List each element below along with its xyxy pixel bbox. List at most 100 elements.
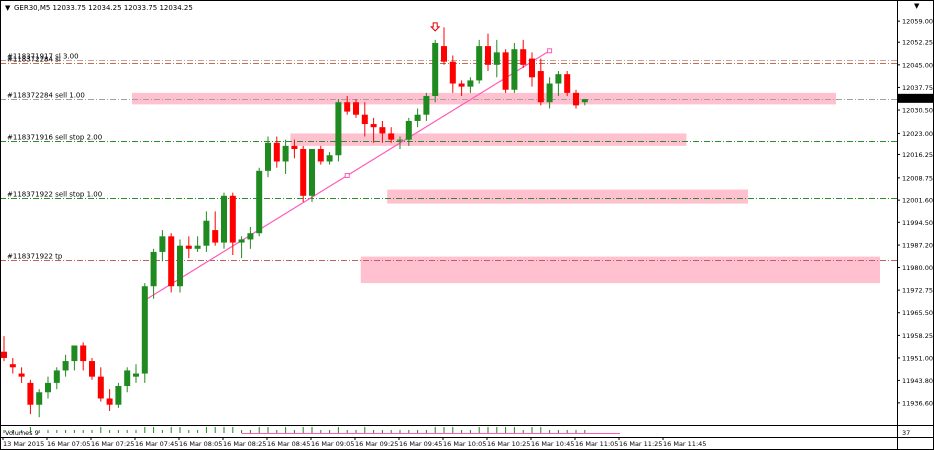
candle-body [27,382,34,405]
price-tick-label: 11965.50 [902,309,933,317]
marks [429,22,441,32]
order-zones [132,92,880,284]
price-tick-label: 12030.50 [902,107,933,115]
time-tick-label: 16 Mar 10:05 [443,440,486,448]
candle-body [71,345,78,362]
candle-body [414,114,421,121]
order-levels: #118371917 sl 3.00#118372284 sl #11837228… [0,53,897,261]
candle-body [221,195,227,243]
candle-body [537,71,544,103]
candle-body [441,46,447,62]
candle-body [326,155,333,162]
candle-body [467,80,474,87]
candle-body [449,61,456,84]
candle-body [291,145,298,150]
candle-body [300,149,307,196]
candle-body [361,114,368,125]
price-tick-label: 11994.50 [902,219,933,227]
time-tick-label: 16 Mar 08:45 [267,440,310,448]
candle-body [555,74,562,84]
order-zone [132,92,836,105]
candle-body [546,83,553,103]
price-tick-label: 12045.00 [902,61,933,69]
order-level-label: #118372284 sell 1.00 [7,92,85,100]
candle-body [62,361,69,371]
candle-body [573,92,579,106]
volume-pane: Volumes 9 37 [0,425,934,438]
candle-body [133,373,139,377]
candle-body [141,286,148,374]
trendline-handle [547,48,553,54]
price-tick-label: 11943.80 [902,377,933,385]
volumes-value: 37 [902,429,910,437]
current-price-label: 12034.25 [902,95,933,103]
candle-body [150,251,157,287]
time-tick-label: 16 Mar 08:25 [223,440,266,448]
candle-body [511,49,518,90]
collapse-icon[interactable]: ▼ [5,4,11,12]
candle-body [405,120,412,140]
candle-body [335,102,342,156]
candle-body [177,245,183,287]
candle-body [282,145,289,162]
candle-body [115,386,122,405]
candle-body [379,127,386,134]
candle-body [265,142,271,171]
price-tick-label: 11980.00 [902,264,933,272]
candle-body [344,102,351,112]
order-zone [290,133,687,146]
candle-body [124,370,131,387]
candle-body [36,392,43,405]
candle-body [432,42,439,96]
price-tick-label: 11987.20 [902,242,933,250]
candle-body [502,52,509,90]
time-tick-label: 16 Mar 09:05 [311,440,354,448]
candle-body [53,370,60,383]
candle-body [229,195,236,243]
candle-body [581,99,588,103]
price-tick-label: 12059.00 [902,18,933,26]
price-tick-label: 12052.25 [902,39,933,47]
candle-body [309,149,315,196]
time-tick-label: 16 Mar 07:05 [47,440,90,448]
candle-body [1,351,7,358]
price-tick-label: 11958.25 [902,332,933,340]
candle-body [168,236,175,287]
time-tick-label: 16 Mar 10:45 [531,440,574,448]
time-tick-label: 16 Mar 11:25 [619,440,662,448]
order-level-label: #118371922 sell stop 1.00 [7,191,102,199]
candle-body [97,376,104,399]
candle-body [520,49,527,65]
time-tick-label: 16 Mar 10:25 [487,440,530,448]
candle-body [273,142,280,162]
candle-body [45,382,51,393]
candle-body [564,74,571,93]
price-tick-label: 12023.00 [902,130,933,138]
candle-body [317,149,324,162]
time-tick-label: 16 Mar 07:45 [135,440,178,448]
candle-body [256,170,263,234]
candle-body [106,398,113,405]
order-level-label: #118372284 sl [7,56,61,64]
candle-body [476,46,483,81]
candle-body [458,83,465,87]
time-tick-label: 13 Mar 2015 [3,440,44,448]
candle-body [212,230,219,243]
order-level-label: #118371922 tp [7,253,63,261]
candle-body [203,220,210,246]
trendline-handle [344,173,350,179]
price-tick-label: 12037.75 [902,84,933,92]
candle-body [388,133,395,140]
candles [1,27,588,418]
candle-body [185,245,192,249]
candle-body [247,233,254,240]
candle-body [89,361,95,377]
time-tick-label: 16 Mar 08:05 [179,440,222,448]
candle-body [353,102,359,115]
price-tick-label: 12016.25 [902,151,933,159]
candle-body [485,46,491,65]
scroll-arrow-icon[interactable]: ▼ [914,2,920,10]
candle-body [370,124,377,128]
time-tick-label: 16 Mar 11:05 [575,440,618,448]
